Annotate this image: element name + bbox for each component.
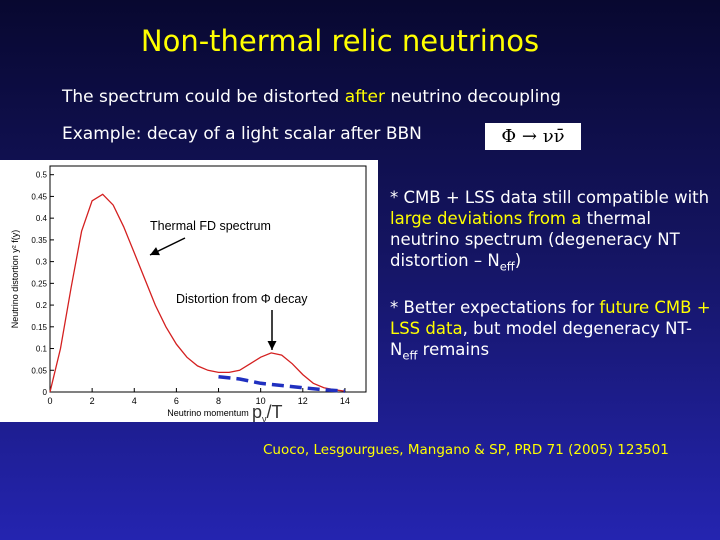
slide-title: Non-thermal relic neutrinos: [140, 24, 540, 58]
y-tick-label: 0.2: [36, 301, 48, 310]
y-tick-label: 0.15: [31, 323, 47, 332]
x-tick-label: 12: [298, 396, 308, 406]
x-axis-overlay: pν/T: [252, 402, 283, 422]
y-tick-label: 0.3: [36, 258, 48, 267]
text-segment: ): [514, 251, 522, 270]
x-tick-label: 8: [216, 396, 221, 406]
citation: Cuoco, Lesgourgues, Mangano & SP, PRD 71…: [263, 442, 669, 458]
intro-line: The spectrum could be distorted after ne…: [62, 87, 561, 107]
x-overlay-part: ν: [262, 414, 267, 422]
y-tick-label: 0: [43, 388, 48, 397]
text-segment: remains: [417, 340, 490, 359]
text-segment: Example: decay of a light scalar after B…: [62, 124, 422, 144]
y-tick-label: 0.25: [31, 279, 47, 288]
y-tick-label: 0.1: [36, 345, 48, 354]
y-tick-label: 0.4: [36, 214, 48, 223]
annotation: Thermal FD spectrum: [150, 219, 271, 233]
x-tick-label: 10: [256, 396, 266, 406]
y-tick-label: 0.45: [31, 192, 47, 201]
bullet: * CMB + LSS data still compatible with l…: [390, 187, 718, 277]
annotation: Distortion from Φ decay: [176, 292, 308, 306]
text-segment: thermal neutrino spectrum (degeneracy NT…: [390, 209, 680, 270]
x-tick-label: 6: [174, 396, 179, 406]
text-segment: neutrino decoupling: [384, 87, 561, 107]
y-axis-label: Neutrino distortion y² f(y): [10, 230, 20, 329]
data-line: [218, 375, 346, 393]
annotation-arrow: [149, 237, 186, 256]
y-tick-label: 0.35: [31, 236, 47, 245]
text-segment: eff: [499, 259, 515, 274]
plot-frame: [49, 165, 367, 393]
data-line: [49, 193, 345, 393]
plot: 0 2 4 6 8 10 12 14 0 0.05 0.1 0.15 0.2 0.25 0.3 0.35 0.4…: [0, 160, 378, 422]
text-segment: after: [344, 87, 385, 107]
intro-line: Example: decay of a light scalar after B…: [62, 124, 422, 144]
text-segment: large deviations from a: [390, 209, 582, 228]
text-segment: , but model degeneracy NT- N: [390, 319, 693, 359]
bullet: * Better expectations for future CMB + L…: [390, 297, 718, 366]
text-segment: eff: [402, 348, 418, 363]
x-tick-label: 2: [90, 396, 95, 406]
text-segment: * CMB + LSS data still compatible with: [390, 188, 710, 207]
x-tick-label: 4: [132, 396, 137, 406]
x-overlay-part: /T: [267, 402, 283, 422]
text-segment: * Better expectations for: [390, 298, 600, 317]
text-segment: future CMB + LSS data: [390, 298, 711, 338]
x-tick-label: 0: [47, 396, 52, 406]
plot-background: [0, 160, 378, 422]
x-tick-label: 14: [340, 396, 350, 406]
x-overlay-part: p: [252, 402, 262, 422]
x-axis-label: Neutrino momentum: [167, 408, 249, 418]
y-tick-label: 0.05: [31, 366, 47, 375]
text-segment: The spectrum could be distorted: [62, 87, 345, 107]
formula: Φ → νν̄: [485, 123, 581, 150]
y-tick-label: 0.5: [36, 171, 48, 180]
